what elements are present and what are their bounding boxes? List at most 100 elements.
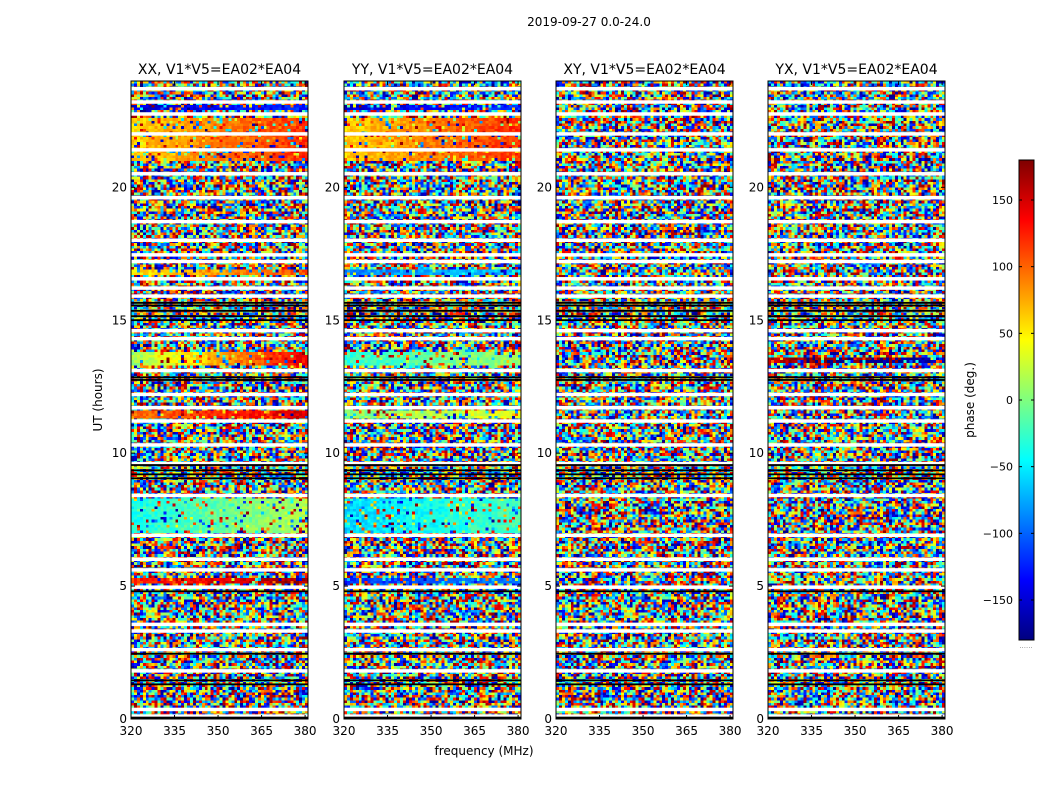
flagged-row (131, 679, 308, 682)
flagged-row (556, 376, 733, 379)
flagged-row (556, 683, 733, 686)
y-tick-label: 15 (112, 313, 127, 327)
flagged-row (556, 301, 733, 304)
flagged-row (344, 315, 521, 318)
x-axis-label: frequency (MHz) (434, 744, 533, 758)
blank-row (768, 368, 945, 373)
blank-row (344, 172, 521, 176)
x-tick-label: 365 (250, 724, 273, 738)
blank-row (556, 461, 733, 466)
blank-row (344, 336, 521, 341)
flagged-row (344, 652, 521, 655)
figure-title: 2019-09-27 0.0-24.0 (527, 15, 651, 29)
flagged-row (131, 477, 308, 480)
flagged-row (768, 590, 945, 593)
blank-row (556, 568, 733, 572)
blank-row (131, 368, 308, 373)
blank-row (131, 629, 308, 633)
blank-row (768, 253, 945, 257)
x-tick-label: 320 (120, 724, 143, 738)
flagged-row (768, 716, 945, 719)
flagged-row (768, 477, 945, 480)
blank-row (768, 647, 945, 652)
x-tick-label: 365 (463, 724, 486, 738)
x-tick-label: 365 (887, 724, 910, 738)
blank-row (556, 259, 733, 264)
blank-row (556, 669, 733, 673)
colorbar-tick-label: 150 (992, 194, 1013, 207)
blank-row (768, 259, 945, 264)
x-tick-label: 320 (545, 724, 568, 738)
flagged-row (344, 309, 521, 312)
blank-row (131, 100, 308, 104)
heatmap-cells (556, 81, 733, 719)
blank-row (131, 405, 308, 410)
blank-row (131, 112, 308, 116)
blank-row (556, 148, 733, 152)
blank-row (344, 148, 521, 152)
blank-row (344, 238, 521, 242)
blank-row (556, 533, 733, 538)
blank-row (768, 669, 945, 673)
colorbar-label: phase (deg.) (963, 362, 977, 438)
blank-row (131, 259, 308, 264)
blank-row (344, 493, 521, 498)
blank-row (344, 568, 521, 572)
x-tick-label: 365 (675, 724, 698, 738)
blank-row (768, 336, 945, 341)
flagged-row (131, 469, 308, 472)
blank-row (131, 328, 308, 333)
blank-row (344, 132, 521, 136)
flagged-row (556, 464, 733, 466)
blank-row (556, 392, 733, 397)
flagged-row (344, 679, 521, 682)
flagged-row (768, 376, 945, 379)
blank-row (556, 286, 733, 290)
flagged-row (556, 652, 733, 655)
y-tick-label: 10 (325, 446, 340, 460)
y-tick-label: 15 (749, 313, 764, 327)
flagged-row (556, 319, 733, 322)
flagged-row (131, 304, 308, 307)
x-tick-label: 350 (632, 724, 655, 738)
panel-title: XY, V1*V5=EA02*EA04 (563, 62, 725, 78)
blank-row (131, 294, 308, 298)
y-tick-label: 15 (537, 313, 552, 327)
x-tick-label: 380 (719, 724, 742, 738)
blank-row (556, 714, 733, 718)
x-tick-label: 350 (207, 724, 230, 738)
blank-row (768, 148, 945, 152)
blank-row (344, 647, 521, 652)
blank-row (556, 336, 733, 341)
panel-frame (767, 80, 946, 720)
blank-row (344, 253, 521, 257)
flagged-row (768, 679, 945, 682)
blank-row (344, 622, 521, 627)
flagged-row (768, 379, 945, 381)
blank-row (556, 195, 733, 200)
blank-row (131, 707, 308, 712)
flagged-row (344, 304, 521, 307)
blank-row (131, 286, 308, 290)
blank-row (344, 405, 521, 410)
flagged-row (556, 315, 733, 318)
y-axis-label: UT (hours) (91, 368, 105, 431)
y-tick-label: 0 (332, 712, 340, 726)
blank-row (556, 405, 733, 410)
x-tick-label: 380 (931, 724, 954, 738)
blank-row (768, 443, 945, 447)
panel-title: YX, V1*V5=EA02*EA04 (774, 62, 937, 78)
heatmap-cells (131, 81, 308, 719)
blank-row (556, 622, 733, 627)
flagged-row (344, 716, 521, 719)
blank-row (131, 392, 308, 397)
blank-row (556, 86, 733, 91)
blank-row (344, 328, 521, 333)
panel-title: YY, V1*V5=EA02*EA04 (351, 62, 513, 78)
blank-row (131, 86, 308, 91)
blank-row (556, 112, 733, 116)
panel-1: XX, V1*V5=EA02*EA04 320 335 350 365 380 0 5 10 15… (112, 62, 317, 738)
blank-row (344, 294, 521, 298)
colorbar-tick-label: 50 (999, 327, 1013, 340)
